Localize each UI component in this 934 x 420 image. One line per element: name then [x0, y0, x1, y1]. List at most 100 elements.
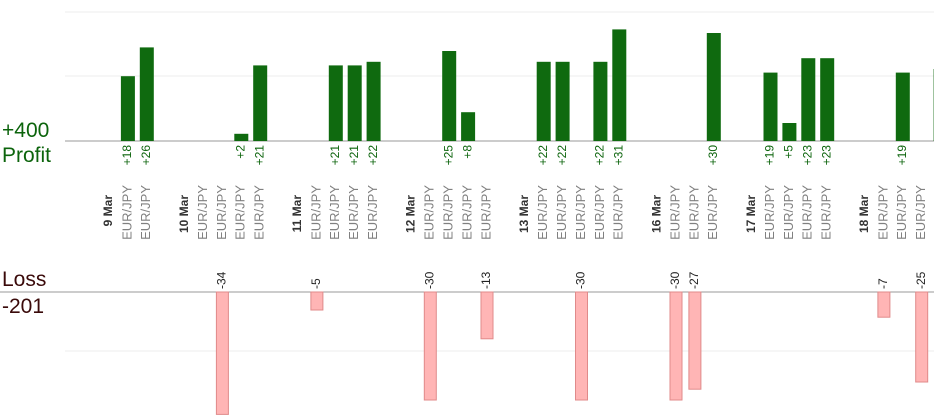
category-label: EUR/JPY [667, 185, 682, 240]
date-label: 10 Mar [177, 195, 191, 233]
category-label: EUR/JPY [138, 185, 153, 240]
profit-bar [593, 61, 608, 141]
category-label: EUR/JPY [875, 185, 890, 240]
category-label: EUR/JPY [932, 185, 934, 240]
profit-bar [442, 51, 457, 141]
profit-value-label: +25 [441, 145, 455, 166]
profit-bar [782, 123, 797, 141]
category-label: EUR/JPY [233, 185, 248, 240]
profit-value-label: +21 [328, 145, 342, 166]
profit-bar [555, 61, 570, 141]
loss-bar [215, 291, 229, 415]
loss-bar [877, 291, 891, 318]
loss-value-label: -25 [914, 271, 928, 289]
profit-bar [328, 65, 343, 141]
category-label: EUR/JPY [195, 185, 210, 240]
category-label: EUR/JPY [327, 185, 342, 240]
category-label: EUR/JPY [762, 185, 777, 240]
profit-value-label: +22 [555, 145, 569, 166]
category-label: EUR/JPY [573, 185, 588, 240]
loss-value-label: -27 [687, 271, 701, 289]
profit-value-label: +21 [252, 145, 266, 166]
profit-bar [801, 58, 816, 142]
profit-bar [895, 72, 910, 141]
profit-bar [820, 58, 835, 142]
category-label: EUR/JPY [478, 185, 493, 240]
category-label: EUR/JPY [611, 185, 626, 240]
profit-value-label: +30 [706, 145, 720, 166]
loss-bar [480, 291, 494, 340]
loss-value-label: -5 [309, 278, 323, 289]
profit-bar [612, 29, 627, 141]
loss-value-label: -30 [574, 271, 588, 289]
profit-value-label: +2 [233, 145, 247, 159]
profit-bar [706, 33, 721, 141]
profit-value-label: +22 [593, 145, 607, 166]
loss-bar [310, 291, 324, 311]
category-label: EUR/JPY [592, 185, 607, 240]
profit-value-label: +23 [819, 145, 833, 166]
category-label: EUR/JPY [800, 185, 815, 240]
date-label: 9 Mar [101, 195, 115, 227]
date-label: 17 Mar [744, 195, 758, 233]
profit-value-label: +31 [611, 145, 625, 166]
category-label: EUR/JPY [686, 185, 701, 240]
category-label: EUR/JPY [214, 185, 229, 240]
profit-value-label: +22 [536, 145, 550, 166]
loss-value-label: -30 [422, 271, 436, 289]
profit-value-label: +23 [800, 145, 814, 166]
profit-label: Profit [2, 144, 52, 167]
loss-value-label: -13 [479, 271, 493, 289]
profit-value-label: +18 [120, 145, 134, 166]
category-label: EUR/JPY [346, 185, 361, 240]
category-label: EUR/JPY [781, 185, 796, 240]
category-label: EUR/JPY [554, 185, 569, 240]
profit-value-label: +19 [895, 145, 909, 166]
category-label: EUR/JPY [252, 185, 267, 240]
profit-value-label: +5 [782, 145, 796, 159]
profit-total-label: +400 [2, 119, 50, 142]
profit-bar [763, 72, 778, 141]
loss-bar [688, 291, 702, 390]
category-label: EUR/JPY [365, 185, 380, 240]
loss-value-label: -30 [668, 271, 682, 289]
category-label: EUR/JPY [705, 185, 720, 240]
loss-value-label: -7 [876, 278, 890, 289]
date-label: 16 Mar [649, 195, 663, 233]
profit-value-label: +21 [347, 145, 361, 166]
loss-bar [575, 291, 588, 401]
loss-total-label: -201 [2, 295, 45, 318]
profit-bar [366, 61, 381, 141]
profit-bar [234, 133, 249, 141]
loss-bar [423, 291, 437, 401]
category-label: EUR/JPY [119, 185, 134, 240]
date-label: 18 Mar [857, 195, 871, 233]
category-label: EUR/JPY [422, 185, 437, 240]
category-label: EUR/JPY [535, 185, 550, 240]
profit-value-label: +26 [139, 145, 153, 166]
category-label: EUR/JPY [819, 185, 834, 240]
category-label: EUR/JPY [460, 185, 475, 240]
loss-label: Loss [2, 268, 47, 291]
date-label: 11 Mar [290, 195, 304, 233]
profit-value-label: +8 [460, 145, 474, 159]
category-label: EUR/JPY [308, 185, 323, 240]
profit-bar [347, 65, 362, 141]
profit-value-label: +22 [366, 145, 380, 166]
loss-bar [669, 291, 683, 401]
profit-bar [536, 61, 551, 141]
loss-bar [915, 291, 929, 383]
category-label: EUR/JPY [913, 185, 928, 240]
loss-value-label: -34 [215, 271, 229, 289]
date-label: 13 Mar [517, 195, 531, 233]
date-label: 12 Mar [404, 195, 418, 233]
profit-value-label: +20 [933, 145, 934, 166]
profit-value-label: +19 [763, 145, 777, 166]
profit-bar [461, 112, 476, 141]
profit-bar [253, 65, 268, 141]
category-label: EUR/JPY [894, 185, 909, 240]
category-label: EUR/JPY [441, 185, 456, 240]
profit-bar [120, 76, 135, 141]
profit-bar [139, 47, 154, 141]
